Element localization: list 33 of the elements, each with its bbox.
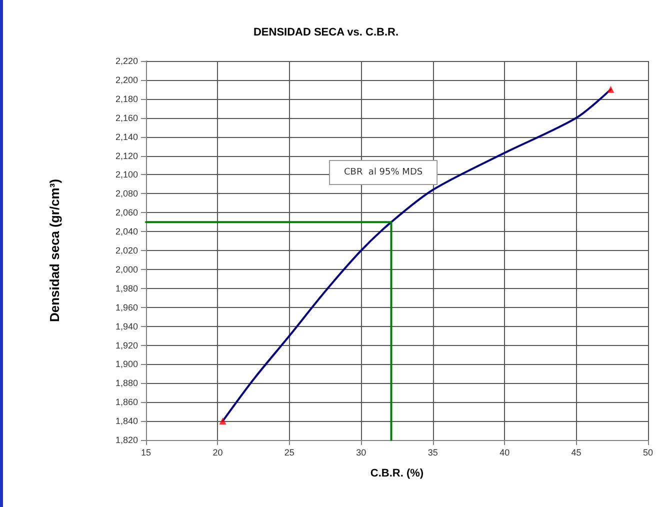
y-tick-label: 2,200 xyxy=(115,74,138,85)
x-axis-title: C.B.R. (%) xyxy=(370,468,424,480)
y-tick-label: 1,940 xyxy=(115,321,138,332)
x-tick-label: 30 xyxy=(356,448,366,458)
x-tick-label: 50 xyxy=(642,448,654,458)
y-tick-label: 1,860 xyxy=(115,397,138,408)
y-tick-label: 2,040 xyxy=(115,226,138,237)
y-tick-label: 2,020 xyxy=(115,246,138,256)
y-tick-label: 2,080 xyxy=(115,188,138,199)
x-tick-label: 45 xyxy=(571,448,582,458)
x-tick-label: 15 xyxy=(140,448,152,458)
y-axis-title: Densidad seca (gr/cm³) xyxy=(47,178,62,322)
y-tick-label: 2,180 xyxy=(115,94,138,104)
x-tick-label: 20 xyxy=(212,448,223,458)
y-tick-label: 2,140 xyxy=(115,132,138,142)
y-tick-label: 2,100 xyxy=(115,170,138,180)
y-tick-label: 1,960 xyxy=(115,302,138,312)
y-tick-label: 1,980 xyxy=(115,283,138,294)
x-tick-label: 35 xyxy=(428,448,438,458)
annotation: CBR al 95% MDS xyxy=(344,168,423,178)
x-tick-label: 40 xyxy=(500,448,510,458)
y-tick-label: 1,820 xyxy=(115,435,138,445)
y-tick-label: 1,900 xyxy=(115,359,138,370)
y-tick-label: 1,880 xyxy=(115,378,138,388)
y-tick-label: 1,840 xyxy=(115,416,138,426)
y-tick-label: 2,120 xyxy=(115,150,138,161)
y-tick-label: 1,920 xyxy=(115,340,138,350)
y-tick-label: 2,000 xyxy=(115,264,138,274)
x-tick-label: 25 xyxy=(284,448,294,458)
y-tick-label: 2,220 xyxy=(115,56,138,66)
y-tick-label: 2,160 xyxy=(115,112,138,123)
chart-title: DENSIDAD SECA vs. C.B.R. xyxy=(253,26,399,38)
y-tick-label: 2,060 xyxy=(115,208,138,218)
